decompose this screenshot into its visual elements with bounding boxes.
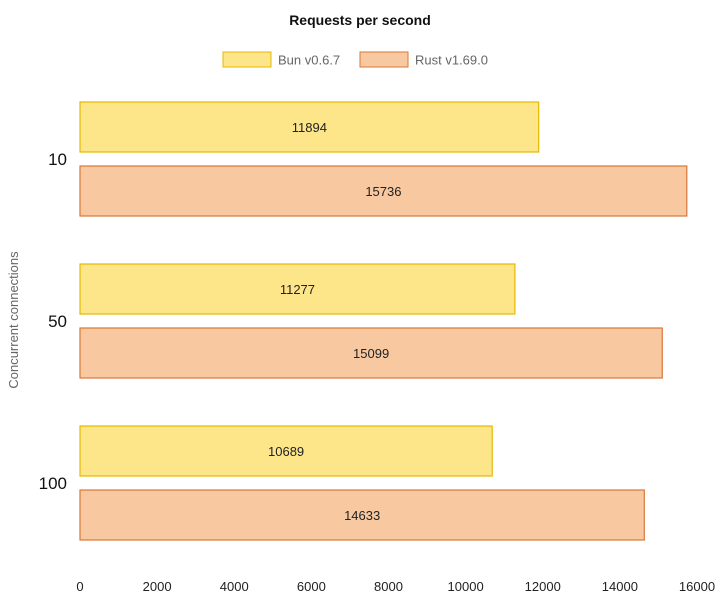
legend-swatch-bun (222, 51, 272, 68)
category-label-10: 10 (48, 150, 67, 169)
bar-rust-100 (79, 489, 645, 541)
bar-bun-100 (79, 425, 493, 477)
bars (79, 101, 688, 541)
bar-rust-10 (79, 165, 688, 217)
bar-bun-10 (79, 101, 540, 153)
legend-label-rust: Rust v1.69.0 (415, 53, 488, 68)
x-axis-ticks: 0 2000 4000 6000 8000 10000 12000 14000 16000 (76, 579, 715, 594)
y-axis-label: Concurrent connections (6, 251, 21, 389)
chart-title: Requests per second (289, 12, 431, 28)
legend-swatch-rust (359, 51, 409, 68)
bar-bun-50 (79, 263, 516, 315)
legend-label-bun: Bun v0.6.7 (278, 53, 340, 68)
x-tick-label-16000: 16000 (679, 579, 715, 594)
category-labels: 10 50 100 (39, 150, 67, 493)
data-label-bun-100: 10689 (268, 444, 304, 459)
data-label-rust-50: 15099 (353, 346, 389, 361)
data-label-bun-50: 11277 (280, 282, 315, 297)
category-label-100: 100 (39, 474, 67, 493)
data-labels: 11894 15736 11277 15099 10689 14633 (268, 120, 401, 523)
x-tick-label-10000: 10000 (448, 579, 484, 594)
legend: Bun v0.6.7 Rust v1.69.0 (222, 51, 488, 68)
data-label-rust-10: 15736 (365, 184, 401, 199)
x-tick-label-0: 0 (76, 579, 83, 594)
x-tick-label-14000: 14000 (602, 579, 638, 594)
x-tick-label-6000: 6000 (297, 579, 326, 594)
x-tick-label-4000: 4000 (220, 579, 249, 594)
x-tick-label-2000: 2000 (143, 579, 172, 594)
category-label-50: 50 (48, 312, 67, 331)
x-tick-label-12000: 12000 (525, 579, 561, 594)
bar-rust-50 (79, 327, 663, 379)
data-label-rust-100: 14633 (344, 508, 380, 523)
x-tick-label-8000: 8000 (374, 579, 403, 594)
data-label-bun-10: 11894 (292, 120, 327, 135)
